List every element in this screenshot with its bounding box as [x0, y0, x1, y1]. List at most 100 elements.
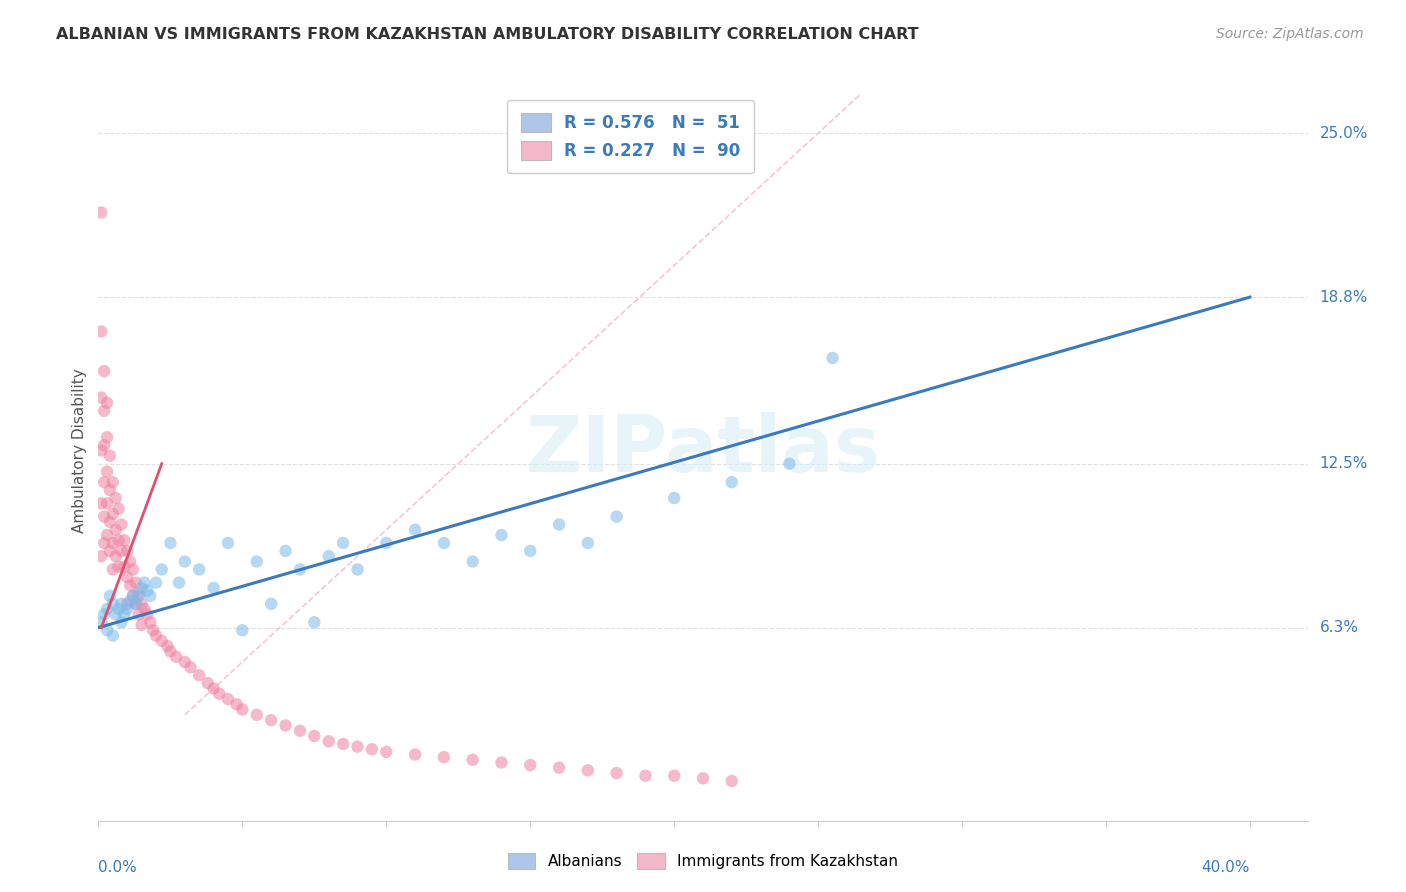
Point	[131, 618, 153, 632]
Point	[122, 562, 145, 576]
Legend: R = 0.576   N =  51, R = 0.227   N =  90: R = 0.576 N = 51, R = 0.227 N = 90	[508, 100, 754, 173]
Point	[145, 629, 167, 643]
Point	[101, 507, 124, 521]
Point	[120, 594, 142, 608]
Point	[159, 644, 181, 658]
Point	[165, 649, 187, 664]
Point	[93, 364, 115, 378]
Point	[202, 581, 225, 595]
Point	[93, 438, 115, 452]
Point	[821, 351, 844, 365]
Point	[491, 528, 513, 542]
Point	[93, 607, 115, 622]
Point	[104, 523, 127, 537]
Point	[664, 769, 686, 783]
Point	[433, 750, 456, 764]
Point	[173, 655, 195, 669]
Point	[167, 575, 190, 590]
Point	[125, 575, 148, 590]
Point	[98, 483, 121, 497]
Point	[101, 629, 124, 643]
Point	[115, 544, 138, 558]
Point	[96, 624, 118, 638]
Point	[115, 570, 138, 584]
Point	[142, 624, 165, 638]
Point	[519, 758, 541, 772]
Text: 12.5%: 12.5%	[1320, 456, 1368, 471]
Point	[692, 772, 714, 786]
Point	[180, 660, 202, 674]
Point	[98, 449, 121, 463]
Point	[188, 668, 211, 682]
Point	[231, 703, 253, 717]
Text: ZIPatlas: ZIPatlas	[526, 412, 880, 489]
Point	[90, 443, 112, 458]
Point	[93, 475, 115, 490]
Point	[115, 597, 138, 611]
Point	[260, 597, 283, 611]
Point	[664, 491, 686, 505]
Point	[101, 562, 124, 576]
Point	[318, 549, 340, 564]
Point	[461, 753, 484, 767]
Point	[332, 536, 354, 550]
Point	[96, 602, 118, 616]
Point	[246, 555, 269, 569]
Point	[225, 698, 247, 712]
Point	[110, 544, 132, 558]
Point	[93, 509, 115, 524]
Point	[115, 602, 138, 616]
Point	[90, 615, 112, 630]
Point	[98, 515, 121, 529]
Text: Source: ZipAtlas.com: Source: ZipAtlas.com	[1216, 27, 1364, 41]
Point	[231, 624, 253, 638]
Point	[288, 723, 311, 738]
Point	[122, 589, 145, 603]
Point	[404, 747, 426, 762]
Point	[93, 536, 115, 550]
Point	[197, 676, 219, 690]
Point	[318, 734, 340, 748]
Point	[104, 491, 127, 505]
Point	[433, 536, 456, 550]
Point	[634, 769, 657, 783]
Point	[107, 533, 129, 548]
Point	[332, 737, 354, 751]
Text: 40.0%: 40.0%	[1202, 860, 1250, 874]
Point	[96, 465, 118, 479]
Point	[134, 575, 156, 590]
Text: 6.3%: 6.3%	[1320, 620, 1358, 635]
Point	[125, 597, 148, 611]
Point	[346, 739, 368, 754]
Point	[375, 536, 398, 550]
Point	[548, 761, 571, 775]
Point	[778, 457, 800, 471]
Point	[491, 756, 513, 770]
Point	[304, 615, 326, 630]
Point	[606, 509, 628, 524]
Point	[110, 597, 132, 611]
Point	[576, 536, 599, 550]
Point	[90, 325, 112, 339]
Point	[120, 555, 142, 569]
Point	[104, 607, 127, 622]
Point	[112, 559, 135, 574]
Point	[90, 205, 112, 219]
Point	[519, 544, 541, 558]
Point	[274, 544, 297, 558]
Point	[96, 496, 118, 510]
Point	[150, 633, 173, 648]
Point	[375, 745, 398, 759]
Text: 0.0%: 0.0%	[98, 860, 138, 874]
Point	[139, 615, 162, 630]
Text: 18.8%: 18.8%	[1320, 290, 1368, 304]
Point	[134, 602, 156, 616]
Legend: Albanians, Immigrants from Kazakhstan: Albanians, Immigrants from Kazakhstan	[502, 847, 904, 875]
Point	[90, 391, 112, 405]
Point	[548, 517, 571, 532]
Point	[404, 523, 426, 537]
Point	[260, 713, 283, 727]
Point	[461, 555, 484, 569]
Point	[720, 475, 742, 490]
Point	[98, 589, 121, 603]
